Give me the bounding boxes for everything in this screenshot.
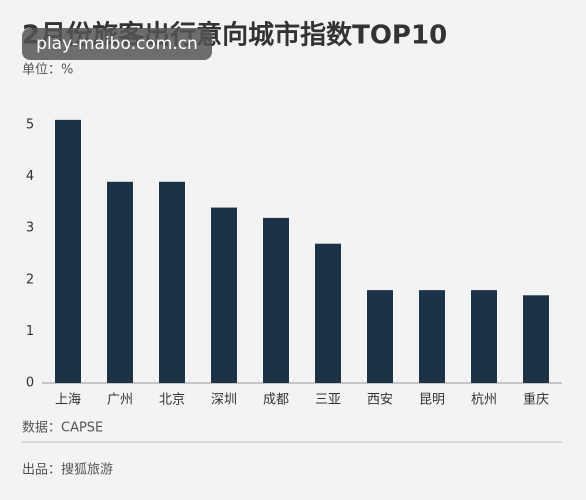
- source: 数据：CAPSE: [22, 421, 103, 436]
- x-tick-label: 重庆: [523, 392, 549, 408]
- y-tick-label: 4: [26, 169, 34, 184]
- producer: 出品：搜狐旅游: [22, 463, 113, 478]
- x-tick-label: 深圳: [211, 393, 237, 408]
- bar: [523, 295, 549, 383]
- watermark-box: [22, 28, 212, 60]
- x-tick-label: 西安: [367, 393, 393, 408]
- x-tick-label: 三亚: [315, 393, 341, 408]
- y-tick-label: 1: [26, 324, 34, 339]
- x-tick-label: 北京: [159, 393, 185, 408]
- bar: [419, 290, 445, 383]
- y-tick-label: 3: [26, 221, 34, 236]
- x-tick-label: 上海: [55, 393, 81, 408]
- unit-label: 单位：%: [22, 63, 73, 78]
- y-tick-label: 0: [26, 376, 34, 391]
- bar: [471, 290, 497, 383]
- bar: [159, 181, 185, 383]
- x-tick-label: 昆明: [419, 393, 445, 408]
- bar: [55, 119, 81, 383]
- bar: [107, 181, 133, 383]
- bar: [211, 207, 237, 383]
- y-tick-label: 2: [26, 272, 34, 287]
- y-tick-label: 5: [26, 118, 34, 133]
- x-tick-label: 杭州: [471, 393, 497, 408]
- watermark: play-maibo.com.cn: [36, 34, 198, 54]
- bar: [315, 243, 341, 383]
- bar: [367, 290, 393, 383]
- x-tick-label: 广州: [107, 393, 133, 408]
- x-tick-label: 成都: [263, 393, 289, 408]
- bar: [263, 217, 289, 383]
